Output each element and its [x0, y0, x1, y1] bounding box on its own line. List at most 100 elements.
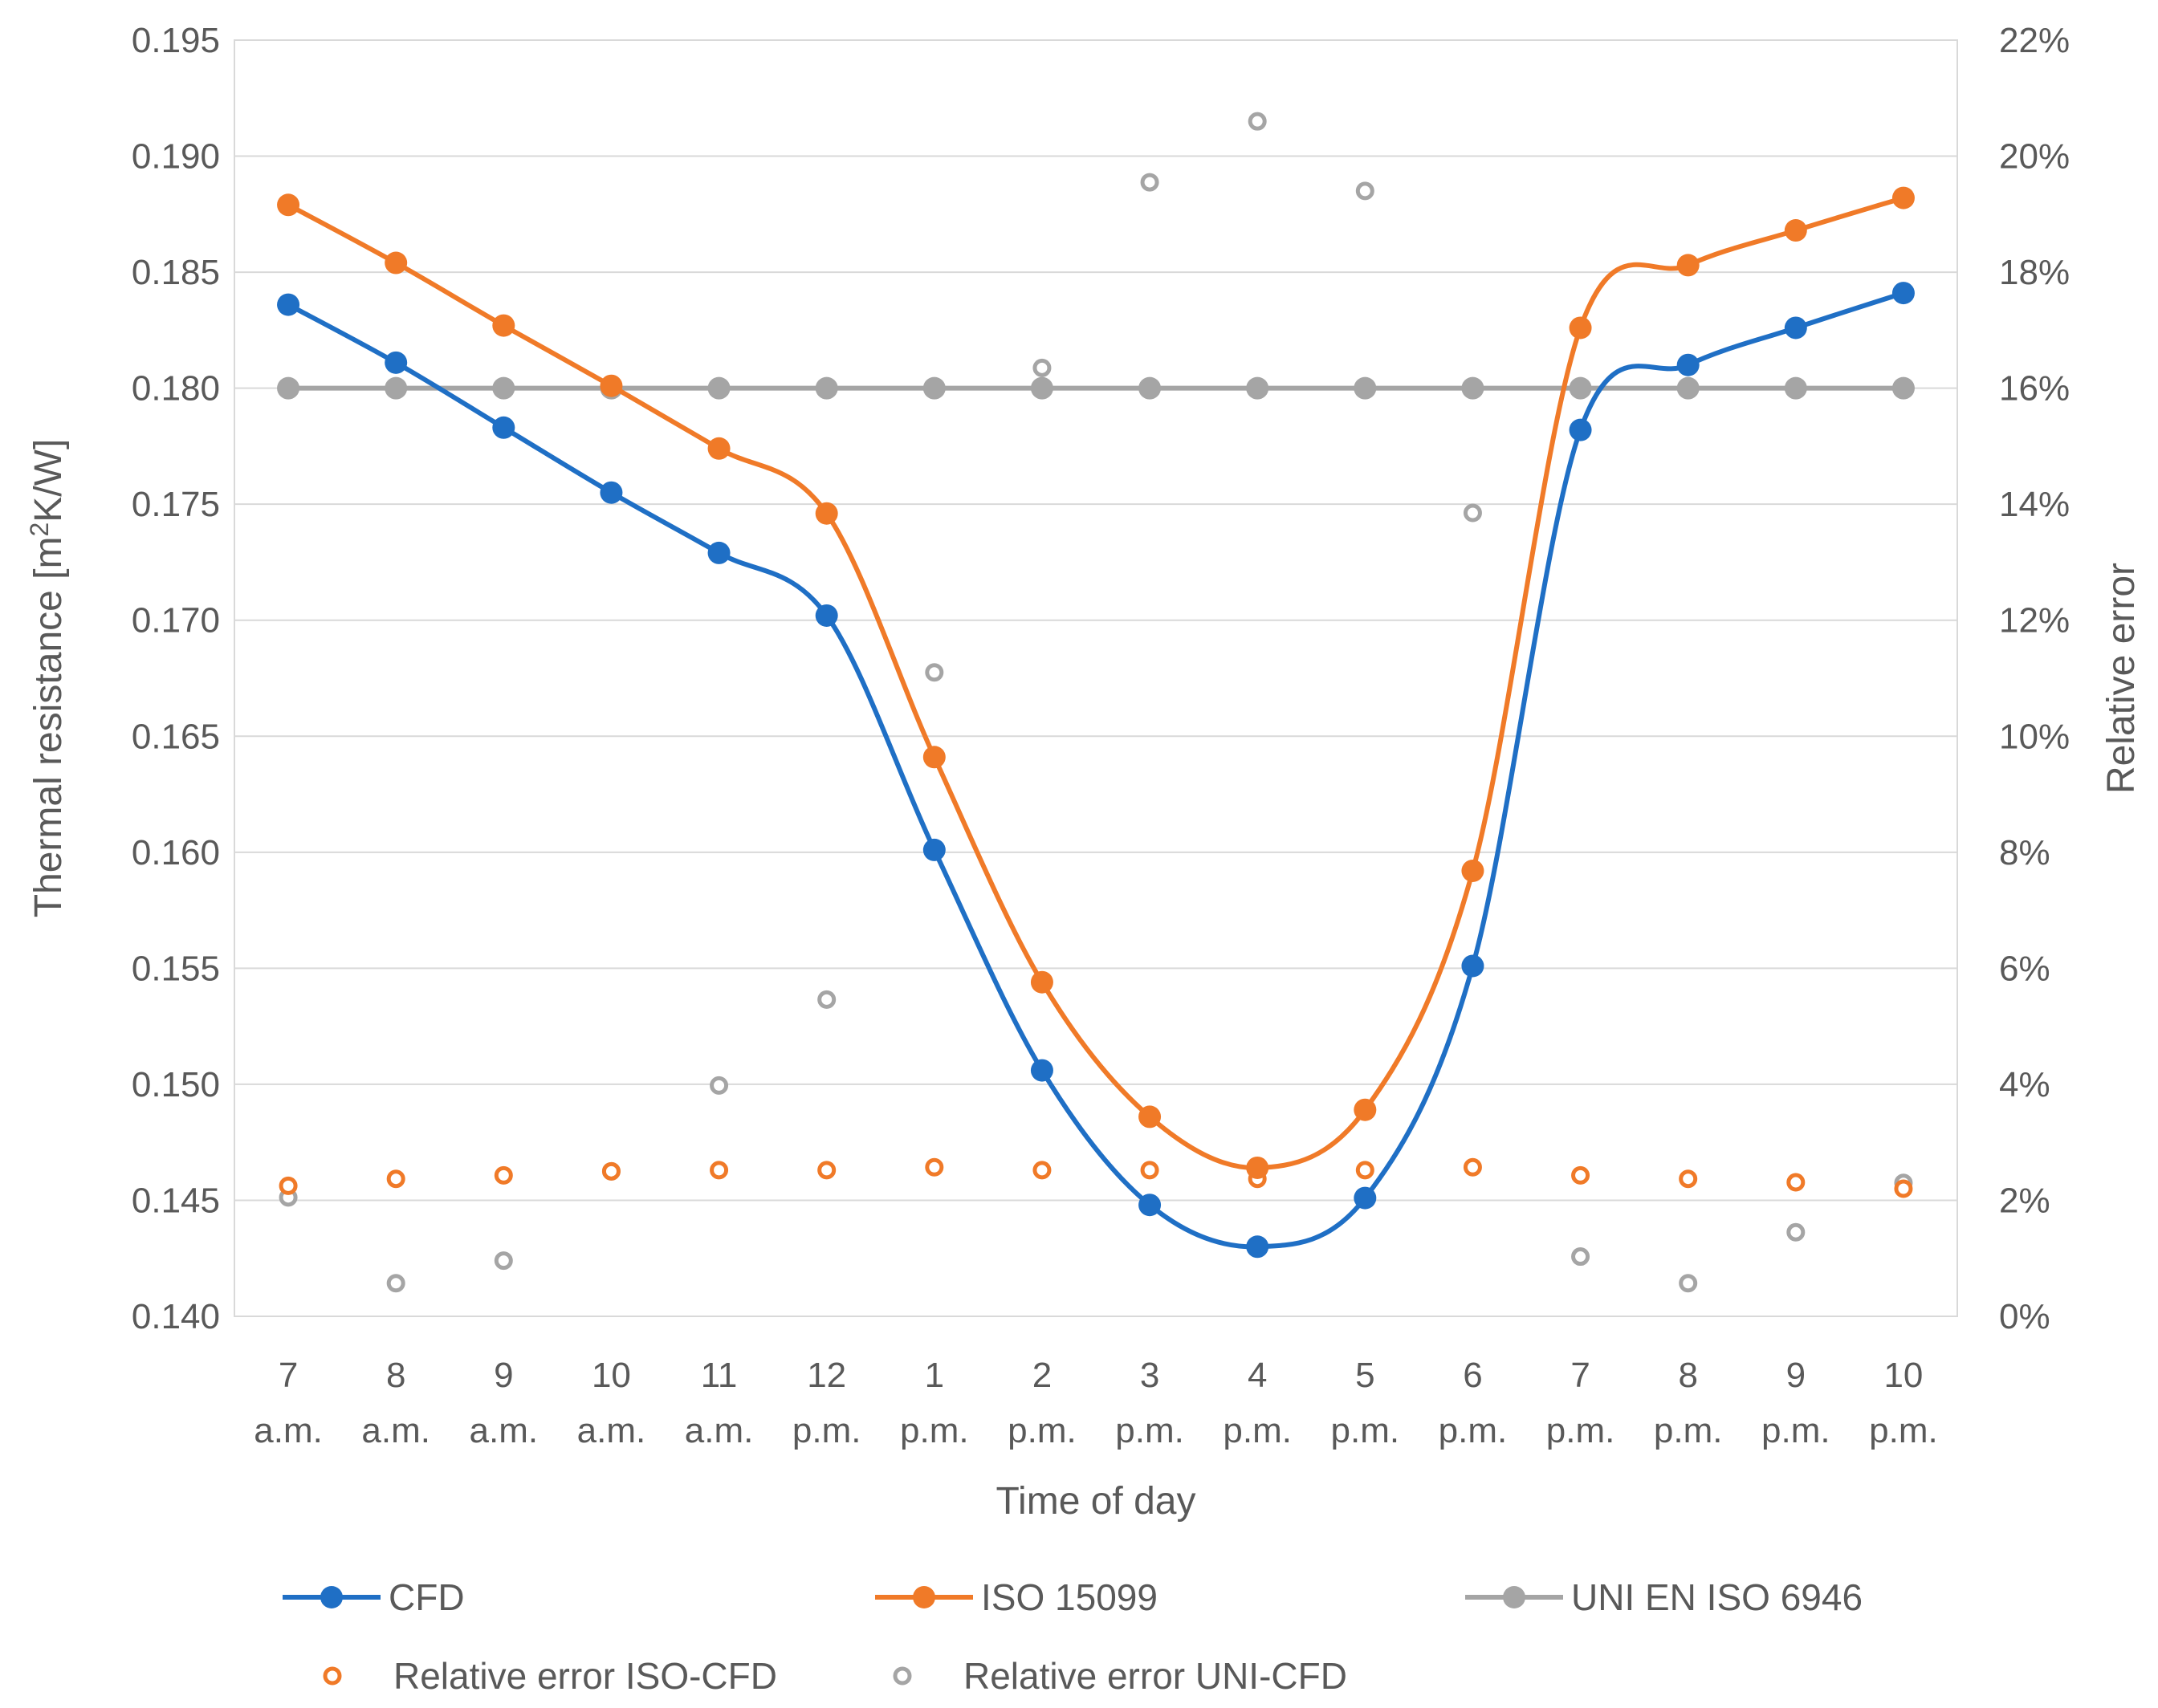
y-tick-label: 0.160 — [132, 833, 220, 872]
data-point — [1784, 316, 1807, 340]
legend-item: Relative error UNI-CFD — [893, 1655, 1347, 1697]
y2-tick-label: 10% — [1999, 717, 2070, 756]
legend-marker — [323, 1666, 342, 1686]
legend-marker — [893, 1666, 912, 1686]
y-tick-label: 0.195 — [132, 21, 220, 60]
data-point — [815, 604, 838, 627]
y-tick-label: 0.180 — [132, 369, 220, 409]
data-point — [1030, 1059, 1053, 1082]
data-point — [1354, 1186, 1377, 1210]
series-cfd — [277, 282, 1915, 1259]
x-tick-period: p.m. — [1439, 1411, 1508, 1450]
data-point — [922, 838, 946, 861]
error-point — [1355, 1161, 1374, 1180]
x-tick-label: 10 — [1883, 1356, 1923, 1395]
error-point — [1571, 1247, 1590, 1267]
x-tick-label: 7 — [279, 1356, 298, 1395]
x-axis-title: Time of day — [996, 1480, 1196, 1523]
data-point — [1030, 970, 1053, 994]
x-tick-label: 2 — [1032, 1356, 1052, 1395]
data-point — [707, 541, 731, 564]
data-point — [1138, 1194, 1162, 1217]
y2-tick-label: 14% — [1999, 485, 2070, 524]
y-tick-label: 0.185 — [132, 253, 220, 292]
data-point — [492, 314, 515, 337]
x-tick-label: 1 — [925, 1356, 944, 1395]
error-point — [279, 1176, 298, 1195]
x-tick-period: a.m. — [361, 1411, 430, 1450]
data-point — [1354, 1098, 1377, 1121]
x-tick-period: p.m. — [1008, 1411, 1077, 1450]
legend-item: ISO 15099 — [875, 1576, 1158, 1618]
data-point — [1891, 186, 1915, 209]
y-tick-label: 0.140 — [132, 1297, 220, 1336]
error-point — [1571, 1165, 1590, 1185]
legend-marker — [913, 1586, 935, 1608]
error-point — [601, 1161, 621, 1181]
x-tick-label: 4 — [1248, 1356, 1267, 1395]
data-point — [492, 376, 515, 400]
y-tick-label: 0.155 — [132, 949, 220, 988]
x-tick-period: p.m. — [792, 1411, 861, 1450]
y-axis-title: Thermal resistance [m2K/W] — [25, 439, 70, 918]
y2-axis-title: Relative error — [2100, 563, 2143, 794]
legend: CFD ISO 15099 UNI EN ISO 6946 Relative erro… — [283, 1576, 1863, 1697]
error-point — [1463, 1157, 1482, 1177]
legend-marker — [320, 1586, 343, 1608]
data-point — [1461, 954, 1484, 978]
x-tick-label: 5 — [1355, 1356, 1374, 1395]
data-point — [1569, 418, 1592, 441]
x-tick-period: a.m. — [685, 1411, 754, 1450]
error-point — [1140, 173, 1159, 192]
plot-area-border — [234, 39, 1958, 1317]
y-tick-label: 0.145 — [132, 1181, 220, 1220]
y2-tick-label: 8% — [1999, 833, 2050, 872]
legend-item: CFD — [283, 1576, 465, 1618]
error-point — [1786, 1222, 1806, 1242]
error-point — [1679, 1169, 1698, 1189]
error-point — [1894, 1179, 1913, 1198]
y2-tick-label: 20% — [1999, 137, 2070, 177]
data-point — [1246, 1156, 1269, 1179]
series-relative-error-iso-cfd — [279, 1157, 1913, 1198]
legend-item: Relative error ISO-CFD — [323, 1655, 777, 1697]
legend-item: UNI EN ISO 6946 — [1465, 1576, 1863, 1618]
y2-axis-ticks: 0% 2% 4% 6% 8% 10% 12% 14% 16% 18% 20% 22% — [1999, 21, 2070, 1336]
data-point — [600, 481, 623, 504]
series-iso-15099 — [277, 186, 1915, 1179]
x-tick-label: 3 — [1140, 1356, 1159, 1395]
legend-label: Relative error ISO-CFD — [393, 1655, 777, 1697]
y-tick-label: 0.165 — [132, 717, 220, 756]
error-point — [710, 1076, 729, 1095]
data-point — [385, 351, 408, 374]
data-point — [385, 376, 408, 400]
data-point — [922, 376, 946, 400]
legend-label: ISO 15099 — [981, 1576, 1158, 1618]
x-tick-period: a.m. — [470, 1411, 539, 1450]
y-tick-label: 0.170 — [132, 601, 220, 640]
error-point — [925, 663, 944, 682]
y-tick-label: 0.190 — [132, 137, 220, 177]
data-point — [277, 293, 300, 316]
x-tick-period: p.m. — [1331, 1411, 1400, 1450]
x-tick-label: 8 — [386, 1356, 405, 1395]
data-point — [1676, 353, 1700, 376]
error-point — [1140, 1161, 1159, 1180]
y2-tick-label: 4% — [1999, 1065, 2050, 1104]
data-point — [1891, 376, 1915, 400]
data-point — [815, 502, 838, 525]
error-point — [710, 1161, 729, 1180]
legend-label: UNI EN ISO 6946 — [1571, 1576, 1863, 1618]
data-point — [1784, 376, 1807, 400]
y2-tick-label: 12% — [1999, 601, 2070, 640]
legend-label: Relative error UNI-CFD — [963, 1655, 1347, 1697]
legend-marker — [1503, 1586, 1525, 1608]
error-point — [817, 1161, 837, 1180]
data-point — [1246, 376, 1269, 400]
data-point — [1569, 376, 1592, 400]
error-point — [1463, 503, 1482, 523]
error-point — [1248, 112, 1267, 131]
data-point — [1461, 859, 1484, 882]
data-point — [1138, 376, 1162, 400]
data-point — [1461, 376, 1484, 400]
